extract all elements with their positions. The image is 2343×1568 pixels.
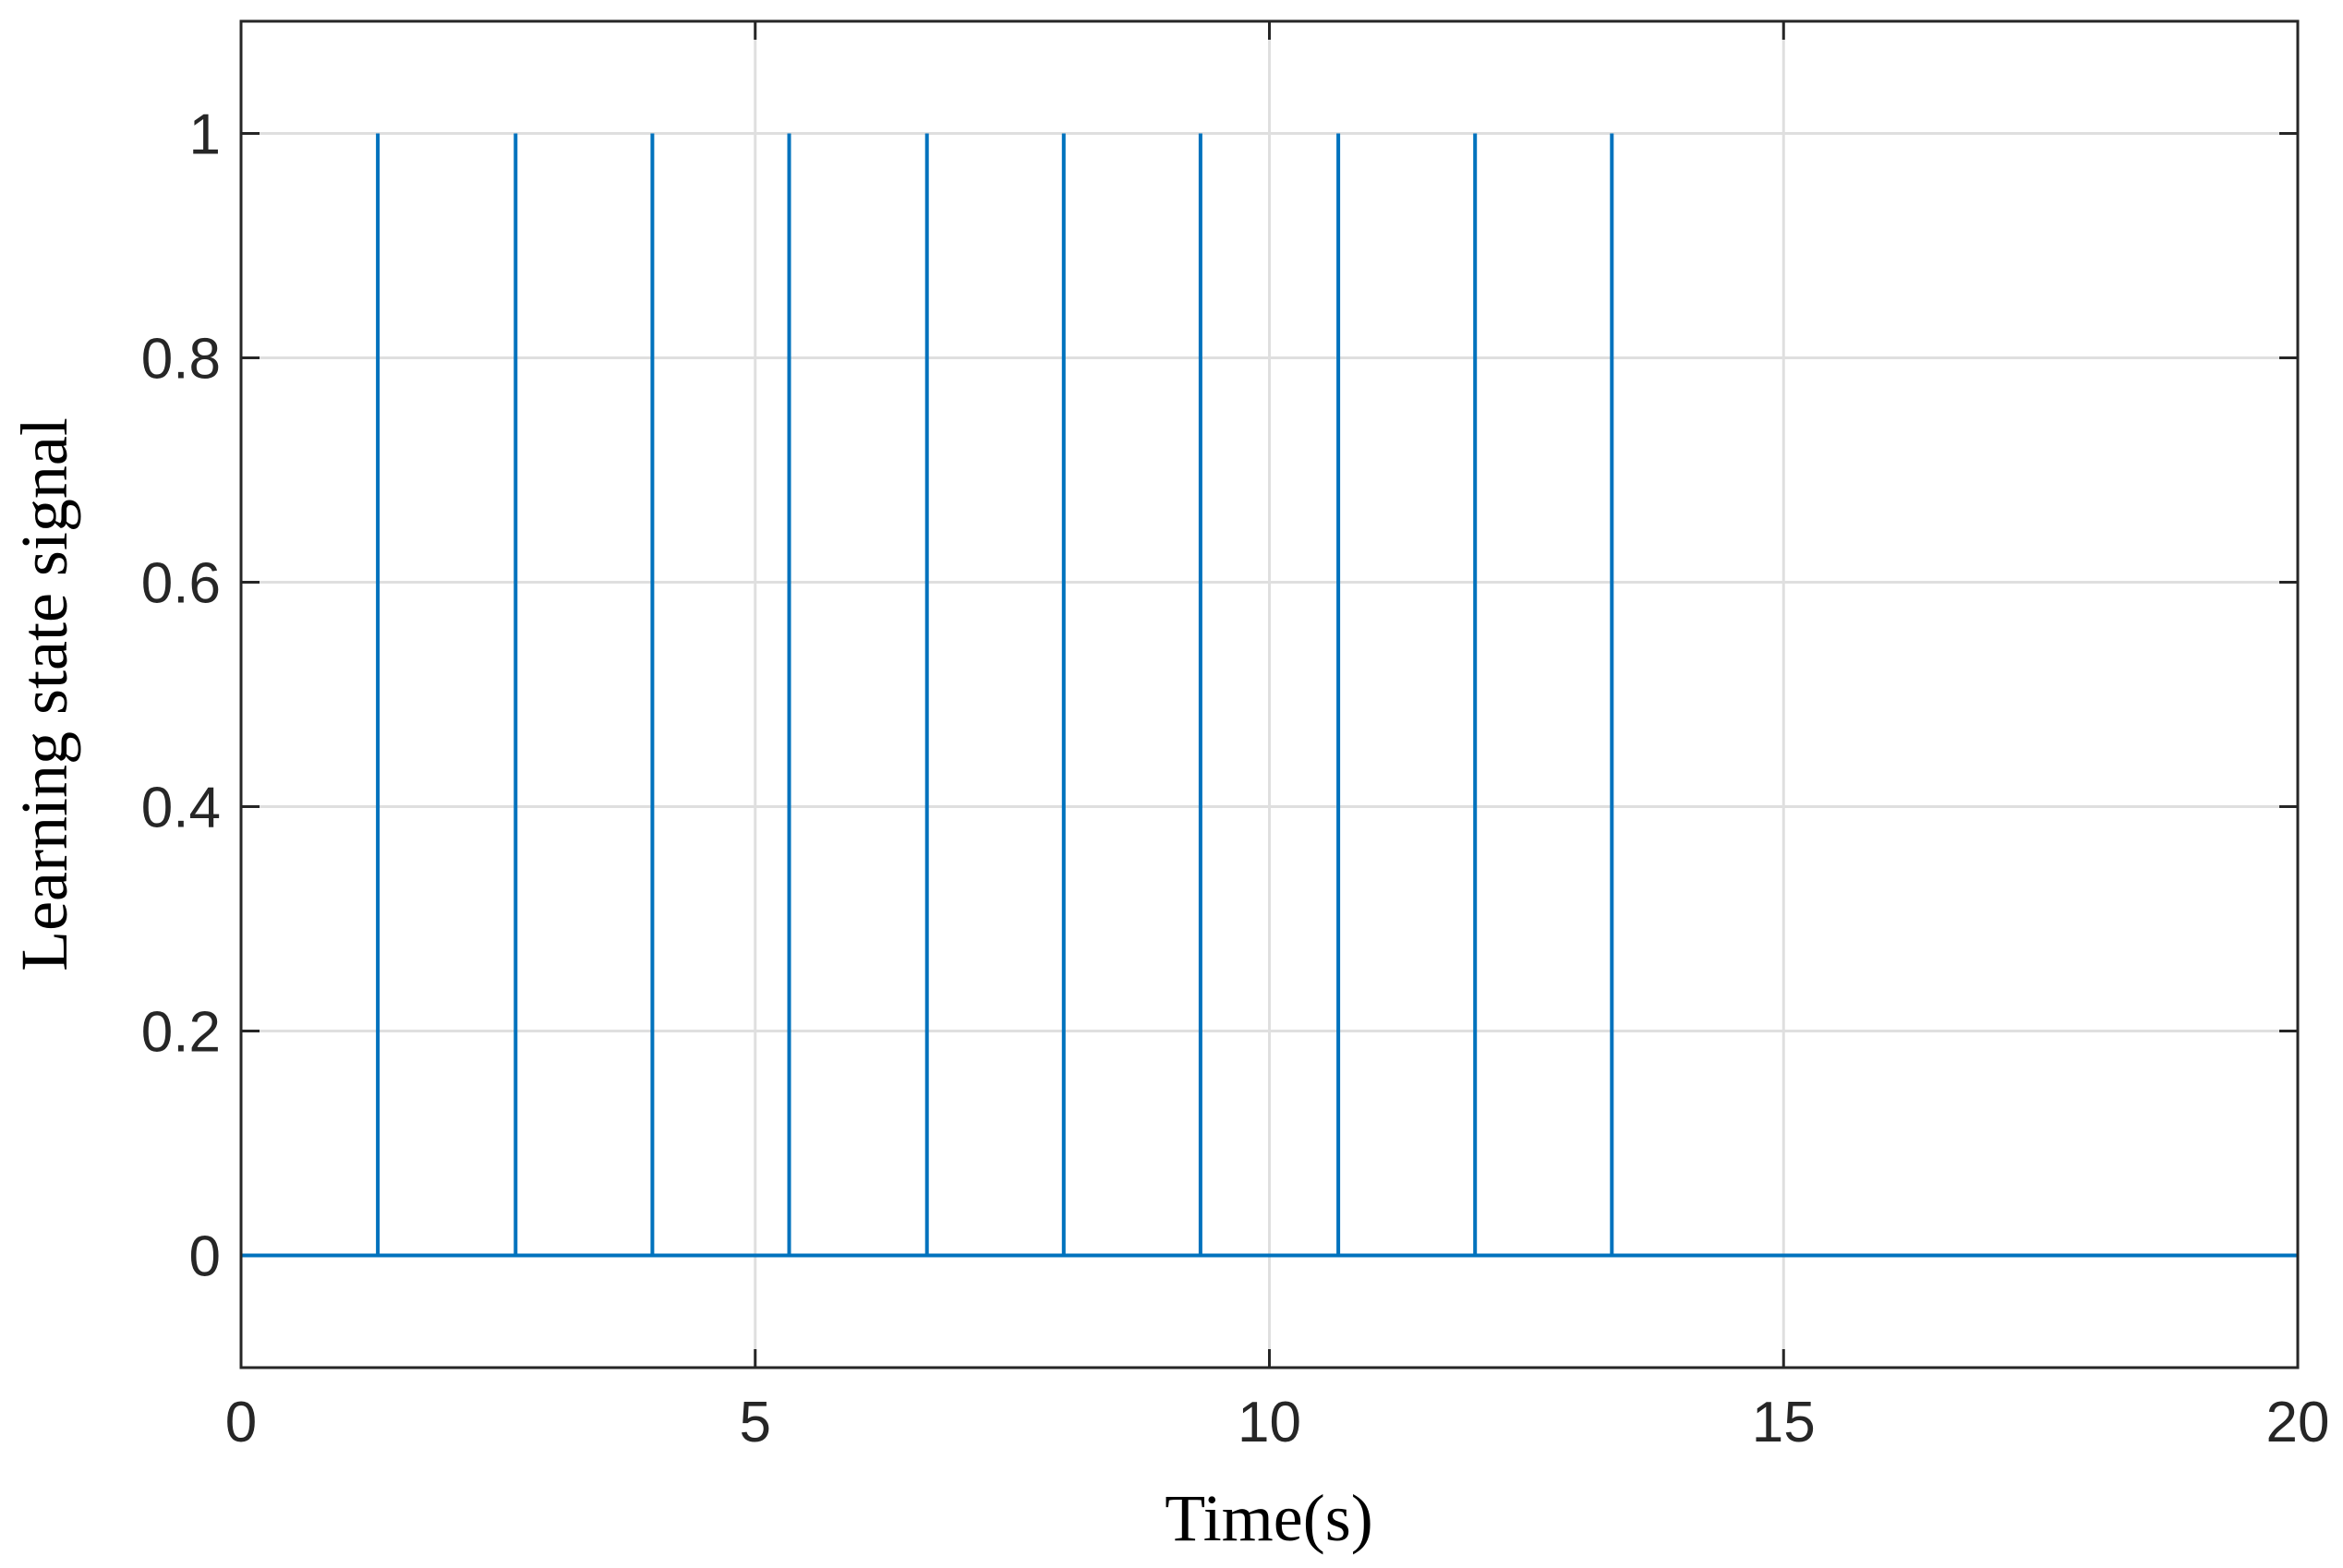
- y-tick-label: 1: [189, 103, 221, 167]
- signal-line: [241, 133, 2298, 1258]
- plot-frame: [239, 19, 2300, 1369]
- x-tick-label: 5: [740, 1391, 771, 1454]
- y-tick-label: 0.6: [141, 552, 221, 616]
- y-tick-label: 0.2: [141, 1001, 221, 1065]
- x-tick-label: 0: [225, 1391, 257, 1454]
- x-axis-label: Time(s): [1165, 1481, 1372, 1555]
- y-tick-label: 0: [189, 1225, 221, 1289]
- x-tick-label: 15: [1752, 1391, 1816, 1454]
- y-tick-label: 0.8: [141, 328, 221, 392]
- y-axis-label: Learning state signal: [7, 417, 81, 971]
- y-tick-label: 0.4: [141, 777, 221, 840]
- x-tick-label: 20: [2266, 1391, 2330, 1454]
- x-tick-label: 10: [1238, 1391, 1301, 1454]
